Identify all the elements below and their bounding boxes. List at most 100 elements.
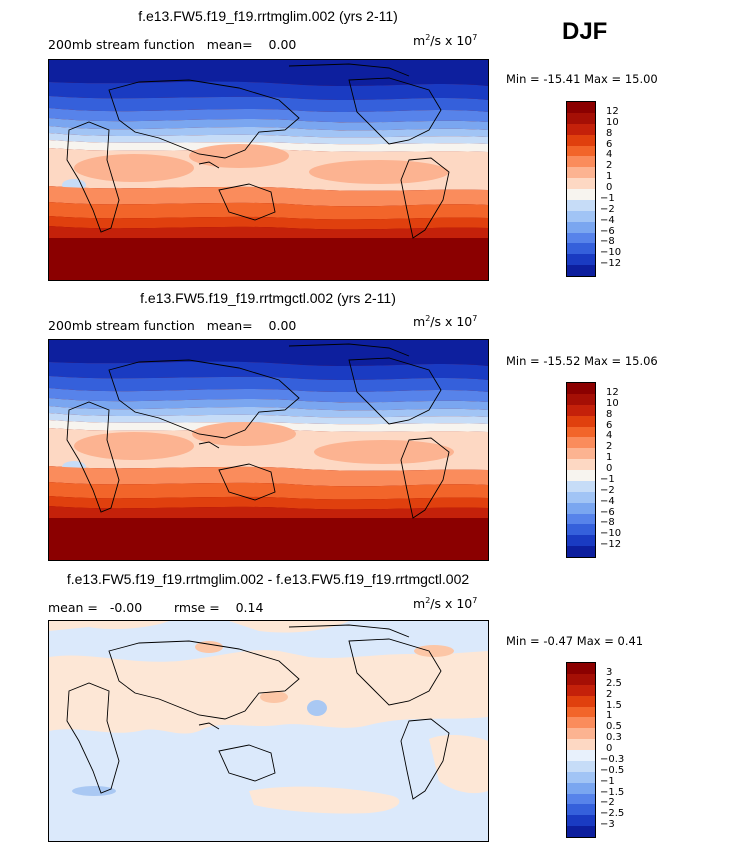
colorbar-tick-label: 2: [606, 688, 613, 700]
colorbar-tick-label: 8: [606, 408, 613, 420]
colorbar-tick-label: −0.3: [600, 753, 625, 765]
colorbar-swatch: [567, 210, 595, 222]
colorbar-tick-label: 1: [606, 710, 613, 722]
colorbar-tick-label: 4: [606, 430, 613, 442]
colorbar-swatch: [567, 383, 595, 394]
colorbar-tick-label: −2.5: [600, 808, 625, 820]
colorbar-swatch: [567, 524, 595, 536]
colorbar-tick-label: 2: [606, 441, 613, 453]
colorbar-tick-label: 0: [606, 182, 613, 193]
colorbar-tick-label: 8: [606, 127, 613, 139]
colorbar-swatch: [567, 134, 595, 146]
colorbar-tick-label: 12: [606, 105, 619, 117]
colorbar-swatch: [567, 448, 595, 460]
colorbar-swatch: [567, 221, 595, 233]
colorbar-swatch: [567, 706, 595, 718]
colorbar-tick-label: −1: [600, 473, 615, 485]
colorbar-swatch: [567, 513, 595, 525]
colorbar-tick-label: −8: [600, 517, 615, 529]
colorbar-swatch: [567, 684, 595, 696]
colorbar-tick-label: −3: [600, 819, 615, 831]
colorbar-tick-label: 4: [606, 149, 613, 161]
colorbar-tick-label: −2: [600, 484, 615, 496]
panel-2-title: f.e13.FW5.f19_f19.rrtmgctl.002 (yrs 2-11…: [140, 290, 396, 306]
colorbar-swatch: [567, 804, 595, 816]
colorbar-swatch: [567, 404, 595, 416]
colorbar-swatch: [567, 426, 595, 438]
colorbar-swatch: [567, 437, 595, 449]
panel-1-minmax: Min = -15.41 Max = 15.00: [506, 72, 658, 86]
colorbar-swatch: [567, 491, 595, 503]
panel-2-map: [48, 339, 489, 561]
colorbar-swatch: [567, 254, 595, 266]
panel-3-minmax: Min = -0.47 Max = 0.41: [506, 634, 644, 648]
panel-1-colorbar: [566, 101, 596, 277]
colorbar-tick-label: −4: [600, 495, 615, 507]
colorbar-swatch: [567, 750, 595, 761]
colorbar-swatch: [567, 782, 595, 794]
colorbar-swatch: [567, 760, 595, 772]
panel-1-map: [48, 59, 489, 281]
colorbar-tick-label: 0.3: [606, 732, 622, 744]
colorbar-tick-label: −10: [600, 528, 622, 540]
colorbar-swatch: [567, 739, 595, 750]
colorbar-tick-label: −0.5: [600, 764, 625, 776]
colorbar-tick-label: 0.5: [606, 721, 622, 733]
panel-3-colorbar: [566, 662, 596, 838]
panel-2-units: m2/s x 107: [413, 314, 478, 330]
colorbar-swatch: [567, 145, 595, 157]
colorbar-tick-label: −12: [600, 539, 622, 551]
colorbar-tick-label: 1: [606, 452, 613, 464]
colorbar-swatch: [567, 189, 595, 200]
colorbar-tick-label: 2.5: [606, 677, 622, 689]
colorbar-swatch: [567, 771, 595, 783]
panel-3-units: m2/s x 107: [413, 596, 478, 612]
colorbar-tick-label: −8: [600, 236, 615, 248]
colorbar-swatch: [567, 728, 595, 740]
colorbar-tick-label: 2: [606, 160, 613, 172]
colorbar-swatch: [567, 265, 595, 276]
colorbar-swatch: [567, 243, 595, 255]
colorbar-tick-label: 12: [606, 386, 619, 398]
colorbar-tick-label: 10: [606, 116, 619, 128]
colorbar-swatch: [567, 459, 595, 470]
colorbar-swatch: [567, 502, 595, 514]
colorbar-swatch: [567, 167, 595, 179]
panel-3-map: [48, 620, 489, 842]
panel-2-field-label: 200mb stream function mean= 0.00: [48, 318, 297, 333]
colorbar-tick-label: 1.5: [606, 699, 622, 711]
colorbar-tick-label: −6: [600, 506, 615, 518]
panel-1-units: m2/s x 107: [413, 33, 478, 49]
colorbar-tick-label: 0: [606, 463, 613, 474]
colorbar-swatch: [567, 393, 595, 405]
colorbar-swatch: [567, 232, 595, 244]
colorbar-tick-label: −1: [600, 775, 615, 787]
colorbar-swatch: [567, 123, 595, 135]
colorbar-tick-label: 6: [606, 138, 613, 150]
panel-1-title: f.e13.FW5.f19_f19.rrtmglim.002 (yrs 2-11…: [138, 8, 398, 24]
panel-1-field-label: 200mb stream function mean= 0.00: [48, 37, 297, 52]
colorbar-tick-label: −10: [600, 247, 622, 259]
colorbar-tick-label: 10: [606, 397, 619, 409]
colorbar-swatch: [567, 793, 595, 805]
colorbar-swatch: [567, 663, 595, 674]
colorbar-tick-label: −6: [600, 225, 615, 237]
colorbar-swatch: [567, 102, 595, 113]
panel-3-stats-label: mean = -0.00 rmse = 0.14: [48, 600, 264, 615]
panel-3-title: f.e13.FW5.f19_f19.rrtmglim.002 - f.e13.F…: [66, 571, 470, 587]
colorbar-swatch: [567, 695, 595, 707]
colorbar-swatch: [567, 673, 595, 685]
colorbar-swatch: [567, 717, 595, 729]
colorbar-tick-label: 6: [606, 419, 613, 431]
colorbar-tick-label: −4: [600, 214, 615, 226]
panel-2-colorbar: [566, 382, 596, 558]
colorbar-swatch: [567, 546, 595, 557]
colorbar-swatch: [567, 156, 595, 168]
colorbar-tick-label: −2: [600, 797, 615, 809]
colorbar-swatch: [567, 178, 595, 189]
colorbar-swatch: [567, 199, 595, 211]
colorbar-swatch: [567, 535, 595, 547]
colorbar-tick-label: 3: [606, 666, 613, 678]
colorbar-swatch: [567, 815, 595, 827]
colorbar-tick-label: −1.5: [600, 786, 625, 798]
